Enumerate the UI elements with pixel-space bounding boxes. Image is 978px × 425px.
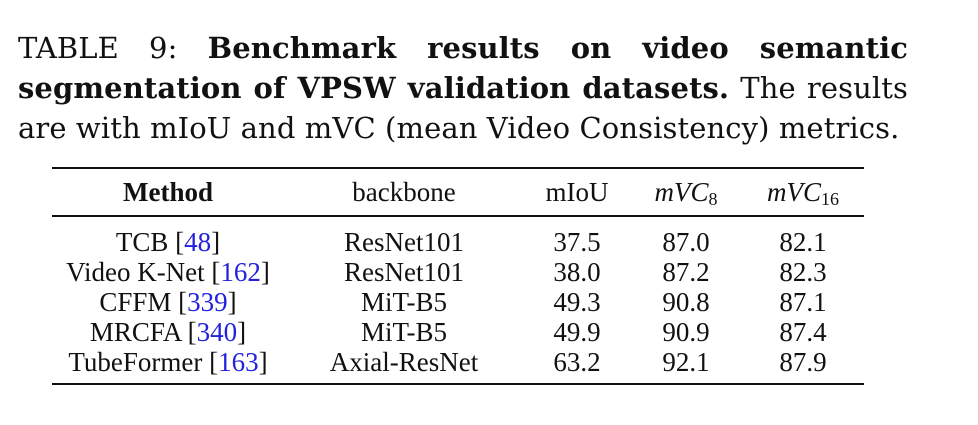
citation-link[interactable]: 340: [196, 317, 238, 347]
method-name: CFFM: [99, 287, 179, 317]
table-row: Video K-Net [162] ResNet101 38.0 87.2 82…: [52, 257, 864, 287]
table-row: TCB [48] ResNet101 37.5 87.0 82.1: [52, 227, 864, 257]
caption-description: The results are with mIoU and mVC (mean …: [18, 71, 908, 145]
cell-mvc8: 92.1: [662, 347, 710, 377]
method-name: MRCFA: [89, 317, 188, 347]
cell-mvc8: 90.8: [662, 287, 710, 317]
method-name: Video K-Net: [66, 257, 212, 287]
cell-mvc16: 82.3: [779, 257, 827, 287]
table-bottom-rule: [52, 383, 864, 385]
table-row: CFFM [339] MiT-B5 49.3 90.8 87.1: [52, 287, 864, 317]
method-name: TubeFormer: [68, 347, 210, 377]
cell-backbone: ResNet101: [344, 257, 464, 287]
header-mvc16: mVC16: [742, 177, 864, 214]
caption-bold-title: Benchmark results on video semantic segm…: [18, 31, 908, 105]
cell-mvc16: 87.9: [779, 347, 827, 377]
cell-mvc8: 87.0: [662, 227, 710, 257]
cell-miou: 38.0: [553, 257, 601, 287]
cell-method: TubeFormer [163]: [68, 347, 268, 377]
table-caption: TABLE 9: Benchmark results on video sema…: [18, 28, 908, 148]
table-header-rule: [52, 215, 864, 217]
method-name: TCB: [115, 227, 176, 257]
cell-method: Video K-Net [162]: [66, 257, 270, 287]
header-mvc8-base: mVC: [654, 177, 709, 207]
cell-backbone: ResNet101: [344, 227, 464, 257]
citation-link[interactable]: 163: [218, 347, 259, 377]
cell-method: MRCFA [340]: [89, 317, 247, 347]
cell-backbone: MiT-B5: [360, 317, 448, 347]
cell-mvc8: 90.9: [662, 317, 710, 347]
cell-mvc16: 82.1: [779, 227, 827, 257]
citation-link[interactable]: 48: [184, 227, 212, 257]
cell-miou: 49.9: [553, 317, 601, 347]
header-miou: mIoU: [545, 177, 609, 207]
cell-mvc8: 87.2: [662, 257, 710, 287]
caption-label: TABLE 9:: [18, 31, 178, 65]
table-header-row: Method backbone mIoU mVC8 mVC16: [52, 177, 864, 209]
cell-backbone: MiT-B5: [360, 287, 448, 317]
cell-miou: 37.5: [553, 227, 601, 257]
header-mvc8-sub: 8: [708, 189, 718, 209]
citation-link[interactable]: 339: [187, 287, 228, 317]
cell-miou: 63.2: [553, 347, 601, 377]
cell-mvc16: 87.1: [779, 287, 827, 317]
citation-link[interactable]: 162: [220, 257, 261, 287]
cell-backbone: Axial-ResNet: [329, 347, 479, 377]
header-mvc16-base: mVC: [767, 177, 821, 207]
header-method: Method: [123, 177, 213, 207]
cell-method: CFFM [339]: [99, 287, 237, 317]
table-row: MRCFA [340] MiT-B5 49.9 90.9 87.4: [52, 317, 864, 347]
header-mvc16-sub: 16: [821, 189, 839, 209]
table-top-rule: [52, 167, 864, 169]
header-mvc8: mVC8: [630, 177, 742, 214]
table-row: TubeFormer [163] Axial-ResNet 63.2 92.1 …: [52, 347, 864, 377]
header-backbone: backbone: [352, 177, 456, 207]
cell-miou: 49.3: [553, 287, 601, 317]
cell-mvc16: 87.4: [779, 317, 827, 347]
cell-method: TCB [48]: [115, 227, 221, 257]
